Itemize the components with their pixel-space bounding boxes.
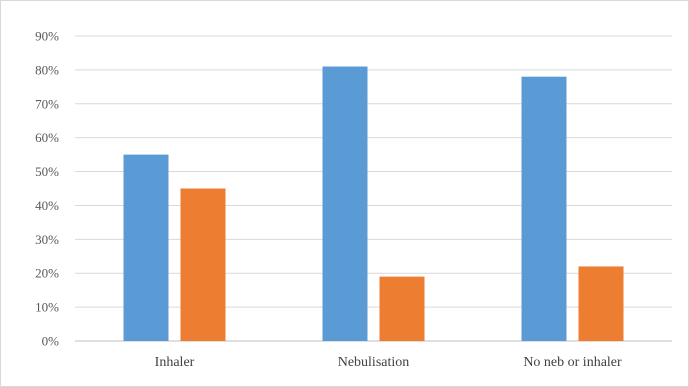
y-tick-label: 50% (35, 164, 59, 179)
bar-series-2 (180, 188, 226, 341)
bar-series-1 (521, 76, 567, 342)
y-tick-label: 10% (35, 300, 59, 315)
bar-series-2 (578, 266, 624, 341)
y-tick-label: 80% (35, 62, 59, 77)
y-tick-label: 20% (35, 266, 59, 281)
bar-series-1 (123, 154, 169, 341)
y-tick-label: 30% (35, 232, 59, 247)
bar-series-1 (322, 66, 368, 341)
y-tick-label: 60% (35, 130, 59, 145)
y-tick-label: 0% (42, 334, 60, 349)
y-tick-label: 70% (35, 96, 59, 111)
category-label: Inhaler (155, 355, 195, 370)
y-tick-label: 40% (35, 198, 59, 213)
category-label: Nebulisation (338, 355, 410, 370)
y-tick-label: 90% (35, 29, 59, 44)
bar-series-2 (379, 276, 425, 341)
category-label: No neb or inhaler (523, 355, 622, 370)
